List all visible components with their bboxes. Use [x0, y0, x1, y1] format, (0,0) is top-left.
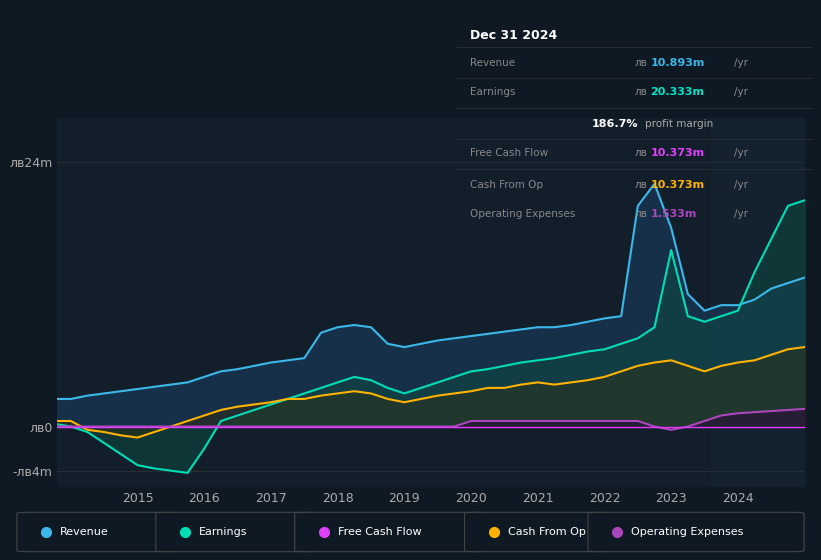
Text: Earnings: Earnings	[199, 527, 248, 537]
Text: Free Cash Flow: Free Cash Flow	[338, 527, 421, 537]
Bar	[711, 118, 805, 487]
Text: Operating Expenses: Operating Expenses	[470, 209, 576, 219]
Text: Cash From Op: Cash From Op	[507, 527, 585, 537]
Text: Cash From Op: Cash From Op	[470, 180, 543, 190]
Text: /yr: /yr	[734, 58, 748, 68]
Text: Free Cash Flow: Free Cash Flow	[470, 148, 548, 158]
Text: 10.373m: 10.373m	[650, 180, 704, 190]
FancyBboxPatch shape	[295, 512, 488, 552]
Text: /yr: /yr	[734, 87, 748, 97]
Text: /yr: /yr	[734, 148, 748, 158]
Text: Revenue: Revenue	[60, 527, 109, 537]
Text: Earnings: Earnings	[470, 87, 516, 97]
Text: Dec 31 2024: Dec 31 2024	[470, 30, 557, 43]
Text: profit margin: profit margin	[645, 119, 713, 129]
FancyBboxPatch shape	[588, 512, 804, 552]
Text: /yr: /yr	[734, 180, 748, 190]
Text: Operating Expenses: Operating Expenses	[631, 527, 744, 537]
FancyBboxPatch shape	[465, 512, 611, 552]
Text: лв: лв	[635, 58, 647, 68]
FancyBboxPatch shape	[17, 512, 179, 552]
Text: лв: лв	[635, 148, 647, 158]
Text: лв: лв	[635, 87, 647, 97]
Text: лв: лв	[635, 209, 647, 219]
Text: 20.333m: 20.333m	[650, 87, 704, 97]
Text: /yr: /yr	[734, 209, 748, 219]
Text: Revenue: Revenue	[470, 58, 515, 68]
FancyBboxPatch shape	[156, 512, 318, 552]
Text: 10.893m: 10.893m	[650, 58, 704, 68]
Text: 1.533m: 1.533m	[650, 209, 697, 219]
Text: лв: лв	[635, 180, 647, 190]
Text: 10.373m: 10.373m	[650, 148, 704, 158]
Text: 186.7%: 186.7%	[591, 119, 638, 129]
